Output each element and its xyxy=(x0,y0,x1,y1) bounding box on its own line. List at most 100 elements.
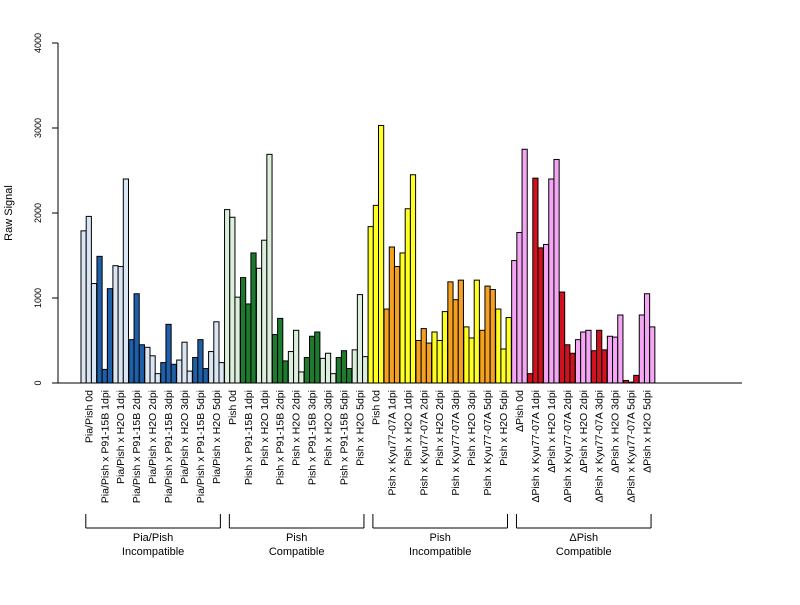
bars xyxy=(80,124,656,384)
category-labels: Pia/Pish 0d Pia/Pish x P91-15B 1dpi Pia/Pi… xyxy=(83,390,653,503)
bar xyxy=(590,350,598,384)
category-label: ΔPish x H2O 5dpi xyxy=(642,390,654,473)
category-label: Pia/Pish x P91-15B 2dpi xyxy=(131,390,143,503)
y-tick-label: 0 xyxy=(33,380,43,385)
bar xyxy=(585,329,592,384)
group-sublabel: Incompatible xyxy=(122,546,184,558)
bar xyxy=(532,177,539,384)
bar xyxy=(511,260,518,384)
bar xyxy=(574,339,582,384)
bar xyxy=(287,351,295,384)
bar xyxy=(85,215,92,384)
bar xyxy=(128,339,135,384)
bar xyxy=(505,317,512,384)
bar xyxy=(601,349,608,384)
bar xyxy=(548,178,555,384)
bar xyxy=(441,311,448,384)
bar xyxy=(160,362,167,384)
bar xyxy=(649,326,656,384)
y-axis-label: Raw Signal xyxy=(3,185,15,241)
category-label: Pia/Pish x H2O 2dpi xyxy=(147,390,159,484)
bar xyxy=(500,348,507,384)
bar xyxy=(372,204,379,384)
bar xyxy=(495,308,502,384)
bar xyxy=(229,216,236,384)
bar xyxy=(383,308,390,384)
y-tick-label: 2000 xyxy=(33,203,43,223)
category-label: Pish x P91-15B 2dpi xyxy=(275,390,287,485)
bar xyxy=(399,252,406,384)
category-label: Pia/Pish x H2O 3dpi xyxy=(179,390,191,484)
category-label: Pia/Pish x H2O 5dpi xyxy=(211,390,223,484)
bar xyxy=(234,296,241,384)
bar xyxy=(335,357,342,384)
bar xyxy=(606,335,614,384)
bar xyxy=(409,174,417,384)
bar xyxy=(425,342,433,384)
bar xyxy=(277,317,284,384)
group-label: ΔPish xyxy=(569,532,598,544)
y-tick-label: 3000 xyxy=(33,118,43,138)
bar xyxy=(393,266,401,384)
category-label: Pia/Pish 0d xyxy=(83,390,95,443)
group-brackets: Pia/Pish Incompatible Pish Compatible Pish In… xyxy=(85,514,652,558)
bar xyxy=(133,293,140,384)
bar xyxy=(362,356,369,384)
bar xyxy=(202,368,209,384)
category-label: Pish x P91-15B 1dpi xyxy=(243,390,255,485)
category-label: Pish x H2O 5dpi xyxy=(498,390,510,466)
bar xyxy=(473,279,480,384)
bar xyxy=(282,360,289,384)
bar xyxy=(356,294,364,384)
y-tick-label: 1000 xyxy=(33,288,43,308)
bar xyxy=(117,266,124,384)
category-label: ΔPish x Kyu77-07A 1dpi xyxy=(530,390,542,503)
bar xyxy=(628,381,635,384)
category-label: Pish x H2O 5dpi xyxy=(354,390,366,466)
category-label: Pia/Pish x P91-15B 5dpi xyxy=(195,390,207,503)
bar xyxy=(553,158,560,384)
bar xyxy=(367,226,374,384)
category-label: Pish x H2O 1dpi xyxy=(402,390,414,466)
bar xyxy=(293,329,300,384)
bar xyxy=(144,346,151,384)
category-label: ΔPish x H2O 3dpi xyxy=(610,390,622,473)
bar xyxy=(138,344,145,384)
bar xyxy=(521,148,528,384)
category-label: Pia/Pish x H2O 1dpi xyxy=(115,390,127,484)
bar xyxy=(468,337,475,384)
group-sublabel: Incompatible xyxy=(409,546,471,558)
category-label: ΔPish x Kyu77-07A 5dpi xyxy=(626,390,638,503)
bar xyxy=(643,293,651,384)
group-label: Pish xyxy=(286,532,307,544)
bar xyxy=(378,124,385,384)
bar xyxy=(489,289,496,384)
category-label: Pish 0d xyxy=(227,390,239,425)
category-label: ΔPish x H2O 2dpi xyxy=(578,390,590,473)
bar xyxy=(309,335,316,384)
bar xyxy=(516,232,523,384)
bar xyxy=(596,329,603,384)
bar xyxy=(622,379,629,384)
bar xyxy=(420,328,427,384)
bar xyxy=(90,283,98,384)
bar xyxy=(224,209,231,384)
bar xyxy=(154,373,161,384)
bar xyxy=(612,336,619,384)
bar xyxy=(80,230,87,384)
category-label: ΔPish x Kyu77-07A 2dpi xyxy=(562,390,574,503)
category-label: ΔPish x H2O 1dpi xyxy=(546,390,558,473)
bar xyxy=(314,331,321,384)
category-label: Pish x H2O 1dpi xyxy=(259,390,271,466)
y-ticks: 0 1000 2000 3000 4000 xyxy=(33,33,58,386)
bar xyxy=(106,288,114,384)
bar xyxy=(112,265,119,384)
bar xyxy=(192,357,199,384)
bar xyxy=(149,355,156,384)
bar xyxy=(170,363,177,384)
bar xyxy=(580,331,587,384)
category-label: Pish x H2O 2dpi xyxy=(291,390,303,466)
bar xyxy=(122,178,130,384)
bar xyxy=(324,352,332,384)
